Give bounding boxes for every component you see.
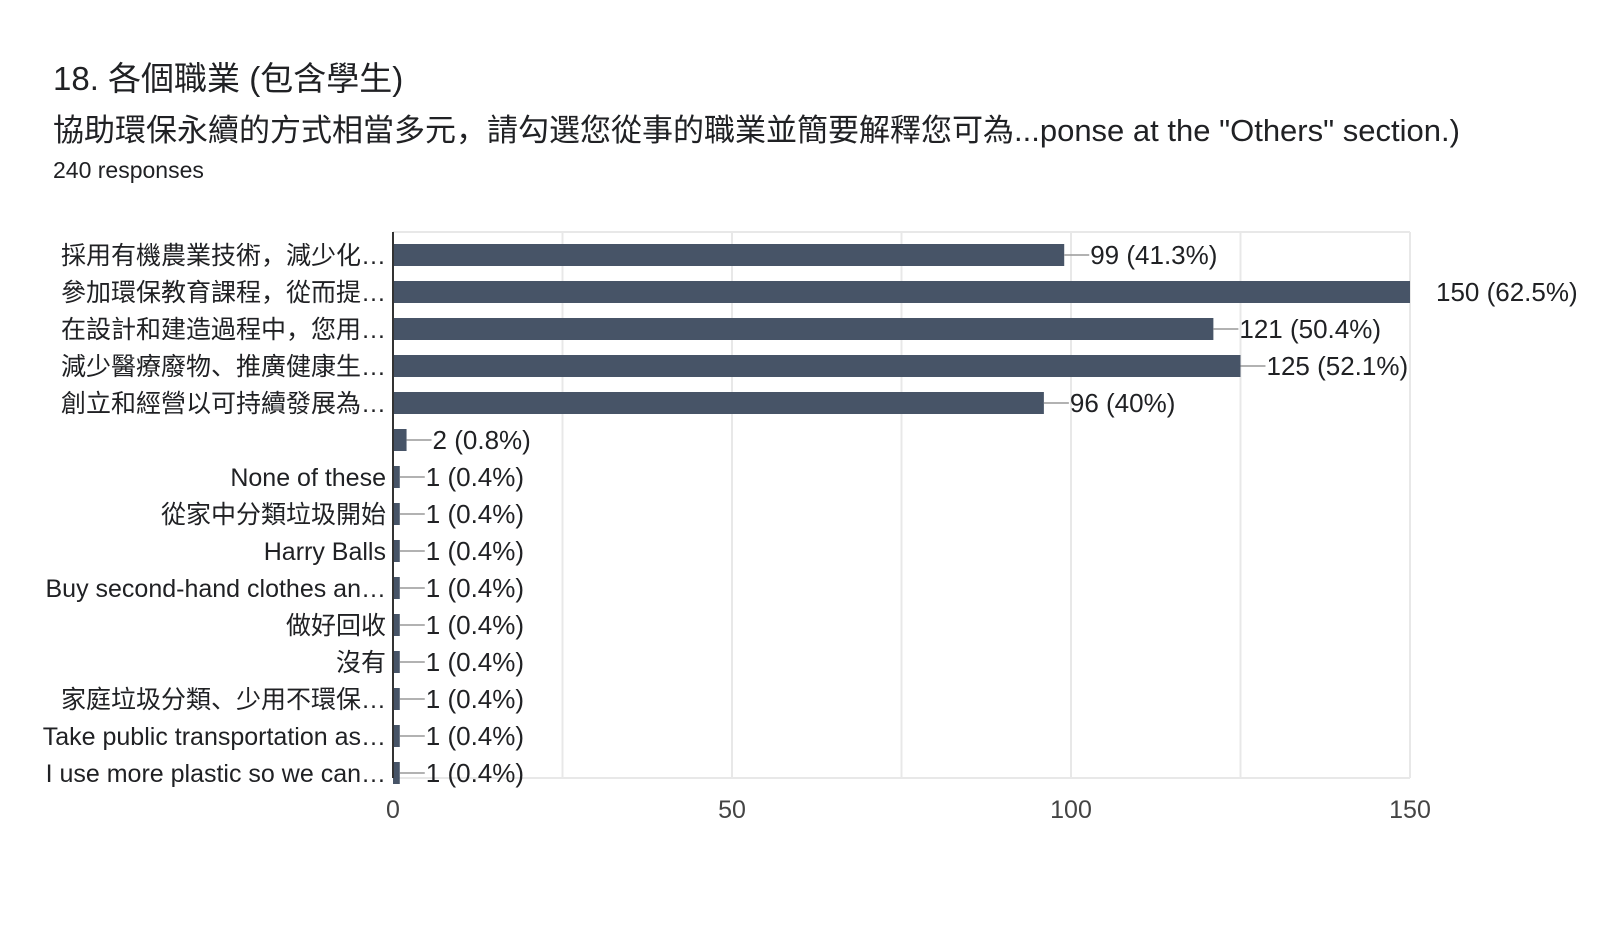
category-label: 參加環保教育課程，從而提… bbox=[61, 279, 386, 307]
value-label: 1 (0.4%) bbox=[426, 684, 524, 714]
value-label: 2 (0.8%) bbox=[433, 425, 531, 455]
value-label: 121 (50.4%) bbox=[1239, 314, 1381, 344]
value-label: 99 (41.3%) bbox=[1090, 240, 1217, 270]
value-label: 1 (0.4%) bbox=[426, 758, 524, 788]
bar bbox=[393, 244, 1065, 266]
value-label: 1 (0.4%) bbox=[426, 573, 524, 603]
x-tick-label: 0 bbox=[386, 796, 400, 824]
question-subtitle: 協助環保永續的方式相當多元，請勾選您從事的職業並簡要解釋您可為...ponse … bbox=[53, 113, 1460, 148]
bar bbox=[393, 392, 1044, 414]
question-title: 18. 各個職業 (包含學生) bbox=[53, 60, 404, 97]
value-label: 96 (40%) bbox=[1070, 388, 1176, 418]
category-label: 做好回收 bbox=[286, 612, 386, 640]
category-label: I use more plastic so we can… bbox=[46, 760, 386, 788]
x-tick-label: 100 bbox=[1050, 796, 1092, 824]
value-label: 1 (0.4%) bbox=[426, 647, 524, 677]
category-label: 家庭垃圾分類、少用不環保… bbox=[61, 686, 386, 714]
category-label: 在設計和建造過程中，您用… bbox=[61, 316, 386, 344]
category-label: None of these bbox=[230, 464, 386, 492]
bar bbox=[393, 725, 400, 747]
value-label: 1 (0.4%) bbox=[426, 610, 524, 640]
bar bbox=[393, 688, 400, 710]
value-label: 150 (62.5%) bbox=[1436, 277, 1578, 307]
category-label: Buy second-hand clothes an… bbox=[46, 575, 387, 603]
bar bbox=[393, 614, 400, 636]
bar bbox=[393, 429, 407, 451]
bar bbox=[393, 577, 400, 599]
value-label: 1 (0.4%) bbox=[426, 536, 524, 566]
bar bbox=[393, 540, 400, 562]
bar bbox=[393, 355, 1241, 377]
bar bbox=[393, 318, 1214, 340]
response-count: 240 responses bbox=[53, 157, 204, 183]
x-tick-label: 50 bbox=[718, 796, 746, 824]
category-label: Take public transportation as… bbox=[43, 723, 386, 751]
bar bbox=[393, 651, 400, 673]
bar bbox=[393, 281, 1410, 303]
x-tick-label: 150 bbox=[1389, 796, 1431, 824]
value-label: 1 (0.4%) bbox=[426, 499, 524, 529]
value-label: 125 (52.1%) bbox=[1267, 351, 1409, 381]
value-label: 1 (0.4%) bbox=[426, 462, 524, 492]
category-label: Harry Balls bbox=[264, 538, 386, 566]
bar bbox=[393, 466, 400, 488]
bar bbox=[393, 762, 400, 784]
category-label: 減少醫療廢物、推廣健康生… bbox=[61, 353, 386, 381]
category-label: 採用有機農業技術，減少化… bbox=[61, 242, 386, 270]
value-label: 1 (0.4%) bbox=[426, 721, 524, 751]
category-label: 從家中分類垃圾開始 bbox=[161, 501, 386, 529]
category-label: 創立和經營以可持續發展為… bbox=[61, 390, 386, 418]
bar bbox=[393, 503, 400, 525]
category-label: 沒有 bbox=[336, 649, 386, 677]
